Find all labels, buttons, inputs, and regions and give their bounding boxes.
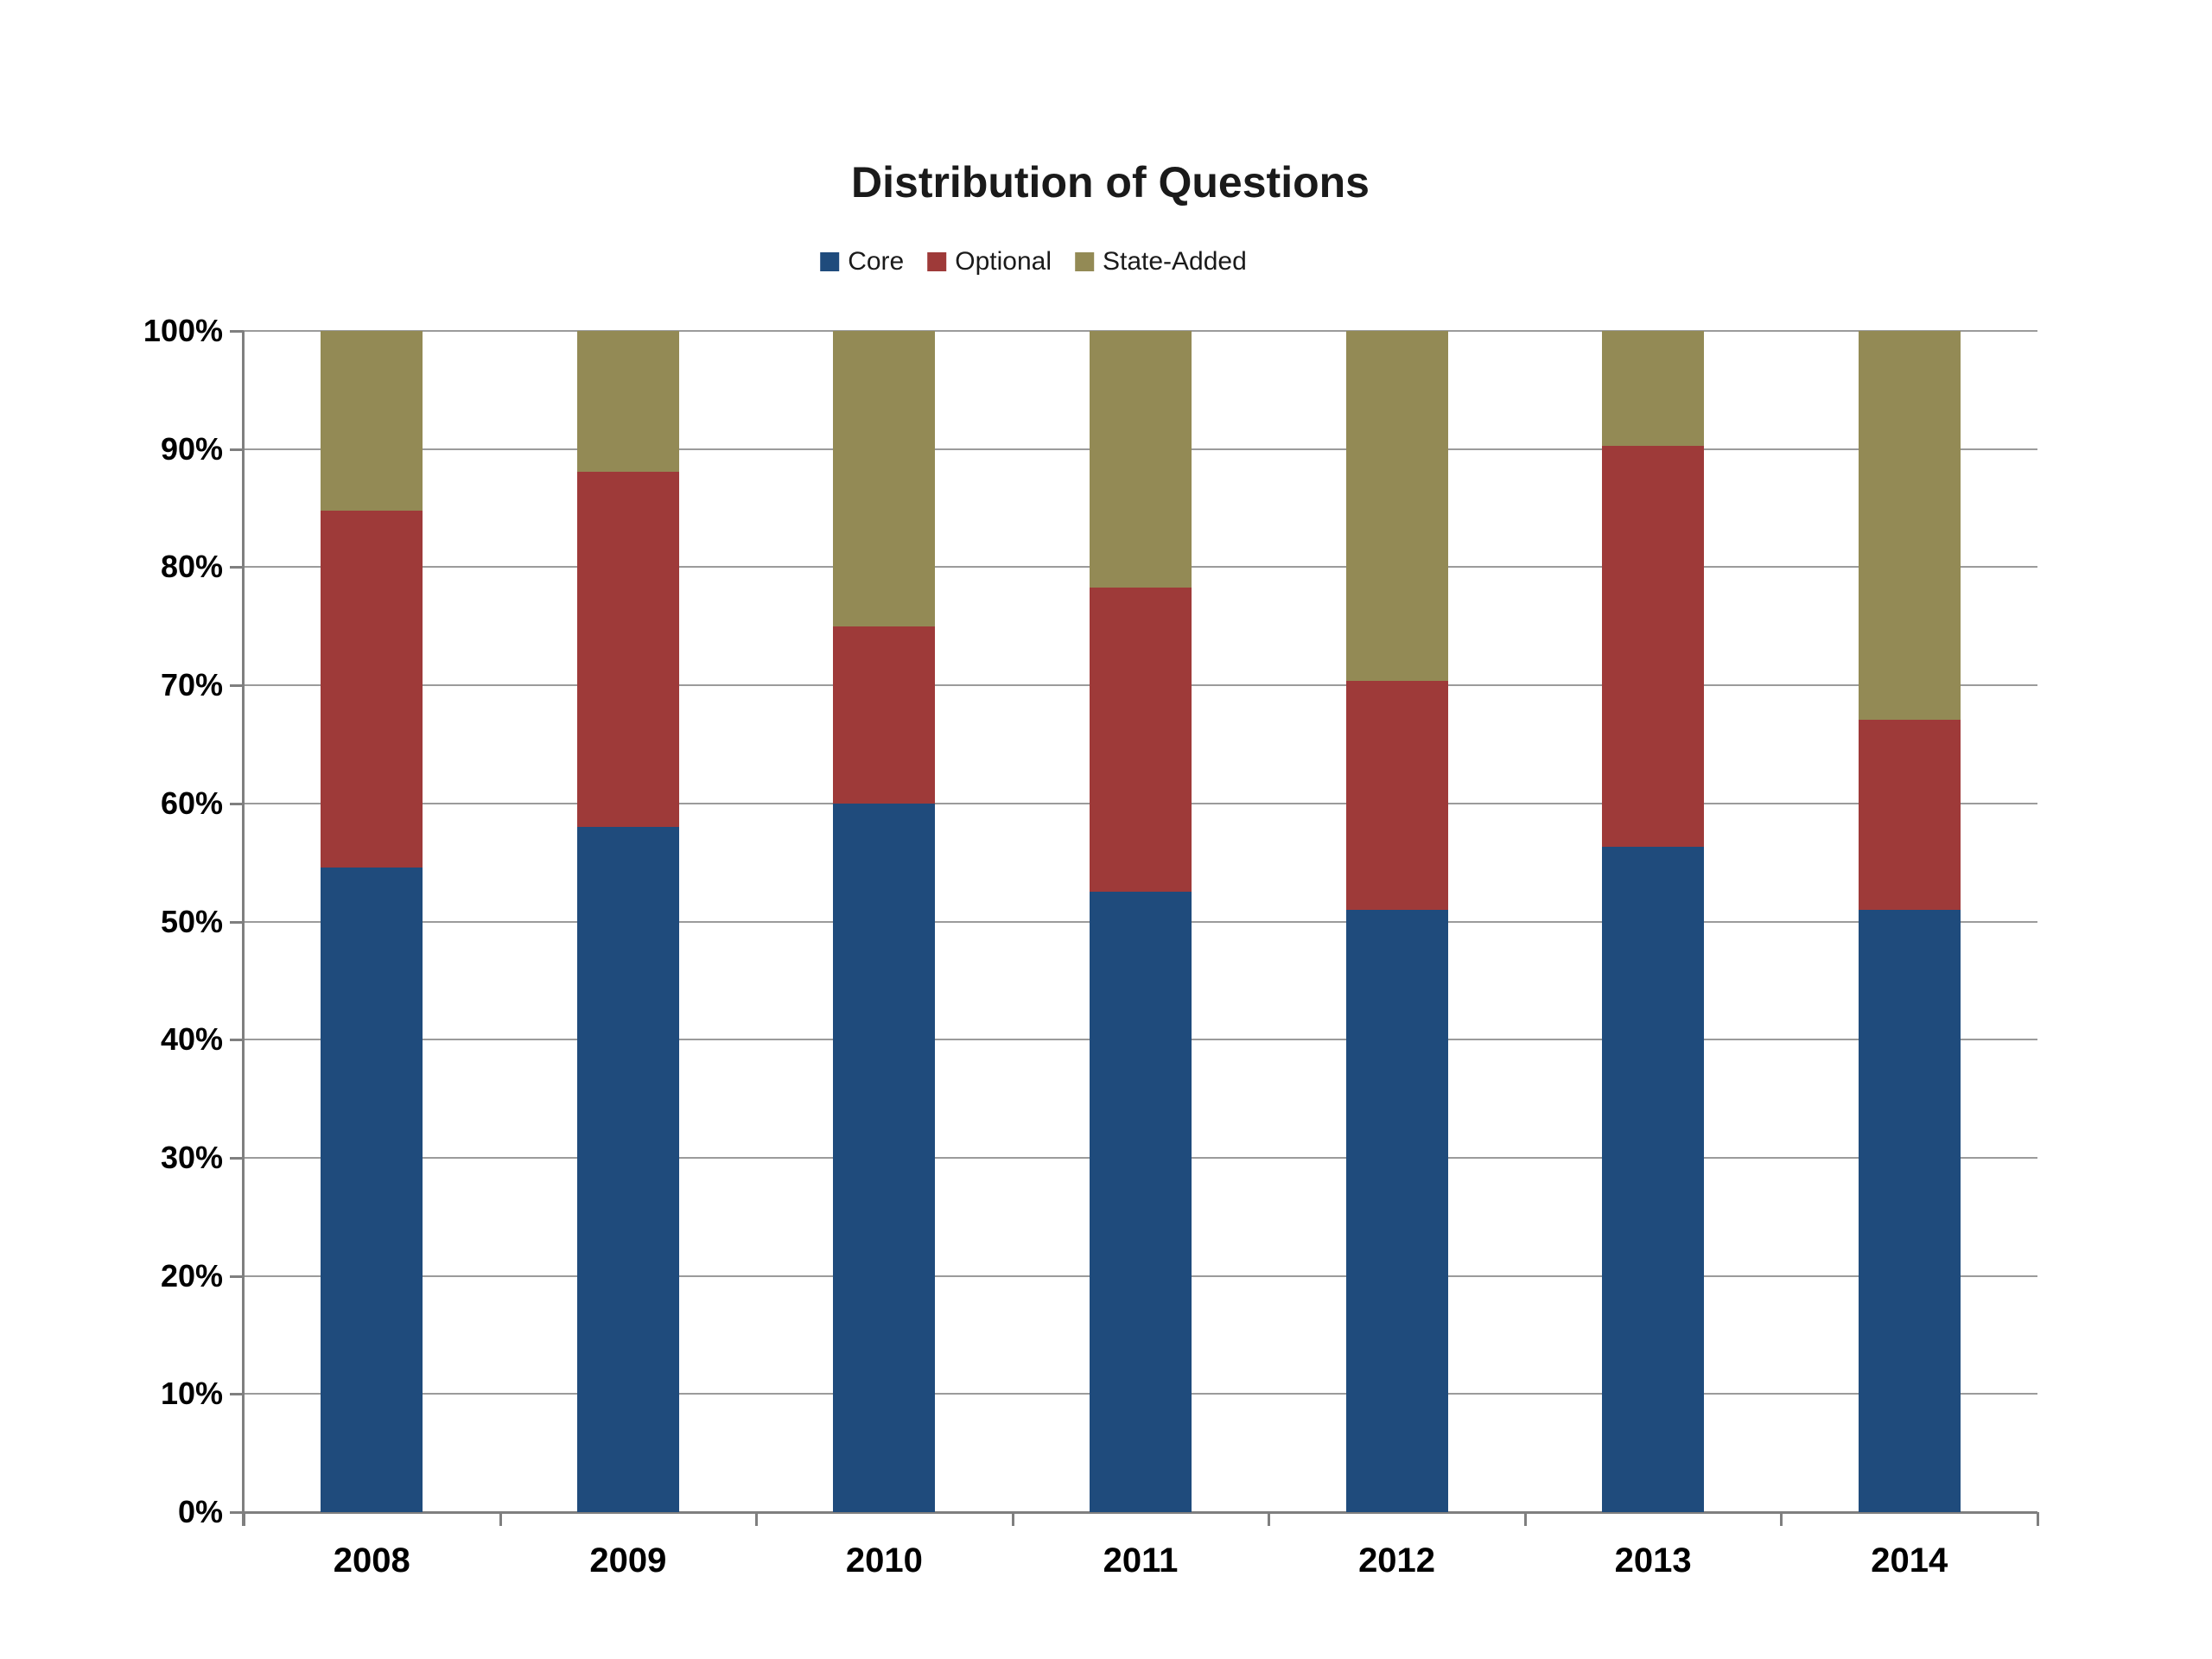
bar-2010-optional xyxy=(833,626,936,804)
bar-2014-optional xyxy=(1858,719,1961,910)
bar-2012-optional xyxy=(1345,680,1448,910)
bar-2009-state-added xyxy=(576,331,679,472)
y-axis-label-10%: 10% xyxy=(160,1376,223,1412)
bar-2014-core xyxy=(1858,909,1961,1512)
bar-2011-core xyxy=(1090,892,1192,1512)
y-axis-label-40%: 40% xyxy=(160,1021,223,1058)
y-axis-label-80%: 80% xyxy=(160,549,223,585)
bar-2012-core xyxy=(1345,909,1448,1512)
bar-2011-state-added xyxy=(1090,331,1192,588)
legend-item-state-added: State-Added xyxy=(1074,247,1247,276)
bar-2009-optional xyxy=(576,471,679,828)
y-axis-tick-40% xyxy=(230,1039,244,1042)
x-axis-tick-4 xyxy=(1268,1512,1271,1526)
bar-2013-optional xyxy=(1602,445,1705,848)
x-axis-label-2012: 2012 xyxy=(1358,1541,1436,1580)
bar-2014-state-added xyxy=(1858,331,1961,720)
y-axis-label-70%: 70% xyxy=(160,667,223,703)
legend-item-optional: Optional xyxy=(927,247,1052,276)
y-axis-tick-60% xyxy=(230,802,244,805)
x-axis-label-2009: 2009 xyxy=(589,1541,667,1580)
y-axis-label-0%: 0% xyxy=(177,1494,223,1529)
y-axis-tick-0% xyxy=(230,1511,244,1514)
y-axis-tick-50% xyxy=(230,920,244,924)
bar-2012-state-added xyxy=(1345,331,1448,681)
bar-2010-state-added xyxy=(833,331,936,626)
x-axis-tick-3 xyxy=(1011,1512,1014,1526)
chart-legend: Core Optional State-Added xyxy=(820,247,1247,276)
y-axis-tick-90% xyxy=(230,448,244,451)
legend-label-core: Core xyxy=(848,247,905,276)
x-axis-label-2011: 2011 xyxy=(1103,1541,1179,1580)
x-axis-tick-7 xyxy=(2037,1512,2039,1526)
x-axis-line xyxy=(242,1511,2037,1514)
y-axis-tick-10% xyxy=(230,1393,244,1396)
x-axis-tick-2 xyxy=(755,1512,759,1526)
x-axis-tick-1 xyxy=(499,1512,502,1526)
y-axis-tick-80% xyxy=(230,566,244,569)
legend-label-state-added: State-Added xyxy=(1102,247,1247,276)
x-axis-label-2014: 2014 xyxy=(1871,1541,1948,1580)
y-axis-label-90%: 90% xyxy=(160,430,223,467)
legend-swatch-core-icon xyxy=(820,252,840,271)
x-axis-tick-5 xyxy=(1523,1512,1527,1526)
y-axis-line xyxy=(242,331,245,1526)
y-axis-tick-70% xyxy=(230,684,244,688)
x-axis-label-2010: 2010 xyxy=(845,1541,923,1580)
bar-2008-core xyxy=(321,867,423,1512)
bar-2009-core xyxy=(576,827,679,1512)
y-axis-label-50%: 50% xyxy=(160,903,223,939)
legend-item-core: Core xyxy=(820,247,904,276)
y-axis-tick-30% xyxy=(230,1156,244,1160)
bar-2013-core xyxy=(1602,847,1705,1512)
y-axis-label-30%: 30% xyxy=(160,1139,223,1175)
x-axis-tick-6 xyxy=(1780,1512,1783,1526)
bar-2008-state-added xyxy=(321,331,423,511)
y-axis-tick-100% xyxy=(230,330,244,333)
x-axis-tick-0 xyxy=(243,1512,245,1526)
y-axis-label-60%: 60% xyxy=(160,785,223,821)
bar-2010-core xyxy=(833,803,936,1512)
y-axis-label-20%: 20% xyxy=(160,1257,223,1294)
bar-2013-state-added xyxy=(1602,331,1705,446)
bar-2011-optional xyxy=(1090,587,1192,893)
x-axis-label-2013: 2013 xyxy=(1614,1541,1692,1580)
bar-2008-optional xyxy=(321,510,423,868)
y-axis-tick-20% xyxy=(230,1274,244,1278)
legend-swatch-optional-icon xyxy=(927,252,947,271)
chart-title: Distribution of Questions xyxy=(851,158,1370,207)
legend-label-optional: Optional xyxy=(955,247,1052,276)
legend-swatch-state-added-icon xyxy=(1074,252,1094,271)
x-axis-label-2008: 2008 xyxy=(333,1541,410,1580)
y-axis-label-100%: 100% xyxy=(143,313,223,348)
